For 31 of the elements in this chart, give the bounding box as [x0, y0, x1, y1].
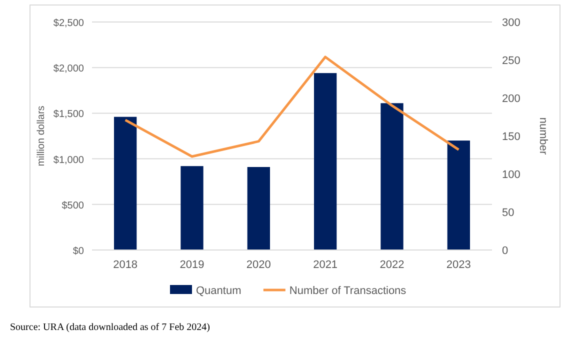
legend-label: Number of Transactions	[289, 285, 407, 297]
y-tick-label: $1,500	[53, 109, 84, 120]
y-tick-label: $2,000	[53, 64, 84, 75]
source-note: Source: URA (data downloaded as of 7 Feb 2024)	[10, 322, 210, 333]
y2-tick-label: 0	[502, 245, 508, 257]
x-tick-label: 2022	[380, 259, 404, 271]
y-tick-label: $500	[62, 200, 84, 212]
x-tick-label: 2019	[180, 259, 204, 271]
y-axis-title: million dollars	[36, 106, 47, 166]
y2-tick-label: 200	[502, 93, 520, 105]
bar	[447, 140, 470, 250]
x-tick-label: 2020	[246, 259, 271, 271]
bar	[114, 116, 137, 250]
bar	[380, 103, 404, 250]
bar	[314, 73, 337, 250]
y2-tick-label: 150	[502, 131, 520, 143]
y2-tick-label: 100	[502, 169, 520, 181]
y-tick-label: $2,500	[53, 18, 84, 29]
y2-axis-title: number	[537, 117, 549, 155]
x-tick-label: 2018	[113, 259, 138, 271]
y2-tick-label: 300	[502, 17, 520, 29]
y2-tick-label: 50	[502, 207, 514, 219]
bar	[180, 166, 204, 250]
y-tick-label: $1,000	[53, 154, 84, 166]
x-tick-label: 2023	[446, 259, 471, 271]
line-series	[124, 56, 460, 158]
y2-tick-label: 250	[502, 55, 520, 67]
y-tick-label: $0	[72, 246, 84, 257]
legend-label: Quantum	[196, 285, 242, 297]
bar	[247, 167, 270, 250]
x-tick-label: 2021	[313, 259, 338, 271]
